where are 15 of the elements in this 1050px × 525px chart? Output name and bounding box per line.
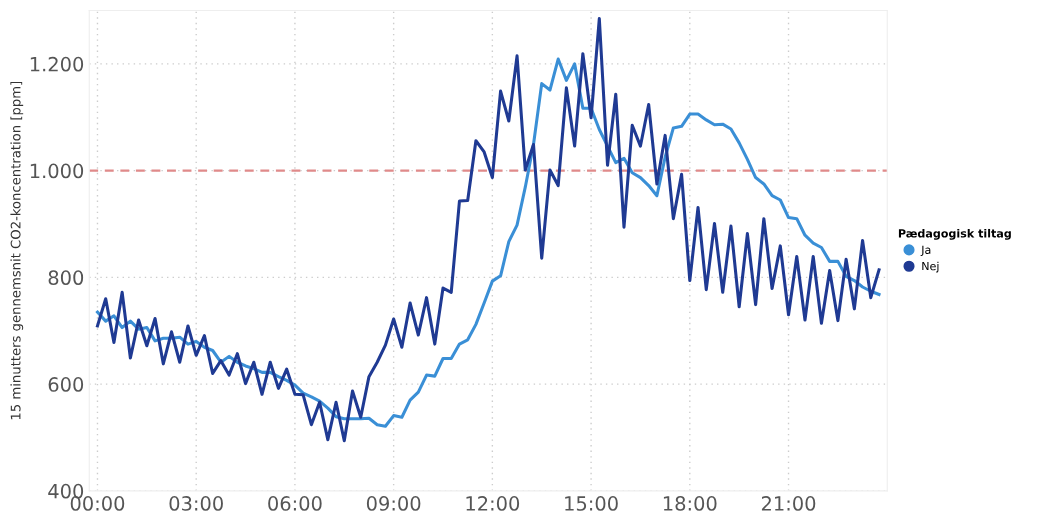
x-tick-label: 21:00 <box>761 496 816 511</box>
legend-title: Pædagogisk tiltag <box>898 228 1011 240</box>
x-tick-label: 09:00 <box>366 496 421 511</box>
x-tick-label: 03:00 <box>169 496 223 511</box>
y-tick-label: 1.000 <box>30 163 84 179</box>
y-tick-label: 800 <box>48 270 84 286</box>
legend-label: Ja <box>920 245 931 257</box>
x-tick-label: 06:00 <box>268 496 322 511</box>
legend-label: Nej <box>922 261 939 273</box>
y-tick-label: 600 <box>48 377 84 392</box>
x-tick-label: 18:00 <box>663 496 717 511</box>
y-axis-title: 15 minutters gennemsnit CO2-koncentration [ppm] <box>10 81 24 420</box>
x-tick-label: 12:00 <box>466 496 520 511</box>
x-tick-label: 15:00 <box>565 496 618 511</box>
y-tick-label: 1.200 <box>30 56 84 72</box>
